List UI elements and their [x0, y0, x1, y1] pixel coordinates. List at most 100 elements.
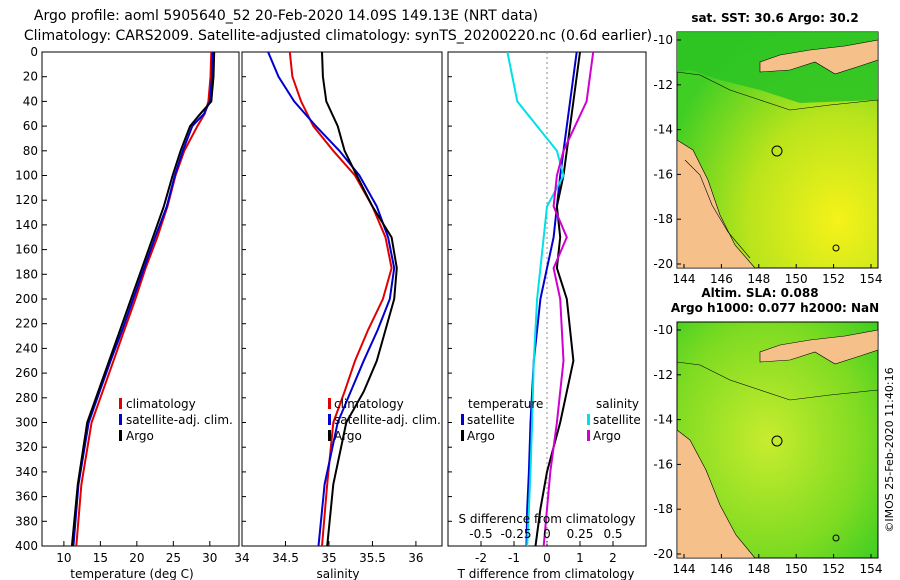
plot-frame-salinity: [241, 51, 443, 547]
y-tick-label: 220: [15, 317, 38, 331]
map-y-tick-label: -10: [653, 323, 673, 337]
legend-s-sat: satellite: [593, 413, 641, 427]
sst-map-land-png: [759, 39, 879, 75]
series-differences-3: [542, 52, 595, 546]
header-line1: Argo profile: aoml 5905640_52 20-Feb-202…: [34, 8, 538, 24]
sla-map-title2: Argo h1000: 0.077 h2000: NaN: [671, 301, 879, 315]
y-tick-label: 280: [15, 391, 38, 405]
map-x-tick-label: 154: [860, 562, 883, 576]
map-y-tick-label: -16: [653, 167, 673, 181]
sst-map-title: sat. SST: 30.6 Argo: 30.2: [691, 11, 858, 25]
map-y-tick-label: -18: [653, 212, 673, 226]
y-tick-label: 20: [23, 70, 38, 84]
top-tick: 0.25: [567, 527, 594, 541]
axis-ticks: 10 15 20 25 30020406080100120140160180200220…: [15, 45, 617, 565]
y-tick-label: 160: [15, 243, 38, 257]
series-differences-2: [506, 52, 565, 546]
y-tick-label: 400: [15, 539, 38, 553]
legend-argo: Argo: [334, 429, 362, 443]
x-tick-label: 10: [56, 551, 71, 565]
x-tick-label: 34: [234, 551, 249, 565]
legend-salinity: salinity: [596, 397, 639, 411]
x-tick-label: 25: [166, 551, 181, 565]
map-x-tick-label: 144: [673, 562, 696, 576]
y-tick-label: 180: [15, 267, 38, 281]
legend-s-argo: Argo: [593, 429, 621, 443]
x-tick-label: 15: [93, 551, 108, 565]
map-y-tick-label: -20: [653, 257, 673, 271]
sla-map-island-marker: [832, 534, 840, 542]
sst-map: sat. SST: 30.6 Argo: 30.2 144 146 148 150 15…: [653, 11, 882, 286]
legend-swatch-sat: [328, 414, 331, 425]
sst-map-land-australia: [676, 139, 756, 269]
y-tick-label: 140: [15, 218, 38, 232]
legend-sat: satellite-adj. clim.: [334, 413, 441, 427]
sst-map-float-marker: [771, 145, 783, 157]
top-tick: -0.25: [500, 527, 531, 541]
plot-frame-temperature: [41, 51, 240, 547]
diff-legend: temperature satellite Argo salinity sate…: [459, 397, 641, 541]
legend-argo: Argo: [126, 429, 154, 443]
x-tick-label: 0: [543, 551, 551, 565]
top-tick: 0.5: [603, 527, 622, 541]
sla-map-land-australia: [676, 429, 756, 559]
y-tick-label: 40: [23, 94, 38, 108]
series-salinity-2: [321, 52, 398, 546]
x-tick-label: 34.5: [272, 551, 299, 565]
y-tick-label: 380: [15, 514, 38, 528]
sla-map: Altim. SLA: 0.088 Argo h1000: 0.077 h200…: [653, 286, 882, 576]
legend-swatch-s-argo: [587, 430, 590, 441]
y-tick-label: 300: [15, 416, 38, 430]
y-tick-label: 320: [15, 440, 38, 454]
map-y-tick-label: -14: [653, 413, 673, 427]
legend-t-argo: Argo: [467, 429, 495, 443]
legend-swatch-t-argo: [461, 430, 464, 441]
legend-temperature: temperature: [468, 397, 543, 411]
map-y-tick-label: -12: [653, 78, 673, 92]
sal-xlabel: salinity: [316, 567, 359, 580]
map-x-tick-label: 150: [785, 272, 808, 286]
sla-map-float-marker: [771, 435, 783, 447]
x-tick-label: 2: [609, 551, 617, 565]
map-y-tick-label: -14: [653, 123, 673, 137]
map-y-tick-label: -20: [653, 547, 673, 561]
sst-map-reef-edge: [684, 159, 751, 259]
watermark: ©IMOS 25-Feb-2020 11:40:16: [883, 367, 896, 532]
temp-legend: climatology satellite-adj. clim. Argo: [119, 397, 233, 443]
series-temperature-1: [72, 52, 214, 546]
x-tick-label: -1: [508, 551, 520, 565]
map-x-tick-label: 146: [710, 272, 733, 286]
y-tick-label: 340: [15, 465, 38, 479]
x-tick-label: 20: [129, 551, 144, 565]
sla-map-isobath: [676, 361, 879, 401]
legend-sat: satellite-adj. clim.: [126, 413, 233, 427]
sla-map-land-png: [759, 329, 879, 365]
x-tick-label: 36: [408, 551, 423, 565]
map-x-tick-label: 148: [747, 562, 770, 576]
y-tick-label: 240: [15, 341, 38, 355]
y-tick-label: 60: [23, 119, 38, 133]
diff-xlabel: T difference from climatology: [457, 567, 635, 580]
y-tick-label: 120: [15, 193, 38, 207]
top-tick: -0.5: [469, 527, 492, 541]
map-y-tick-label: -18: [653, 502, 673, 516]
map-x-tick-label: 144: [673, 272, 696, 286]
series-salinity-1: [267, 52, 396, 546]
map-x-tick-label: 152: [822, 272, 845, 286]
profile-lines: [70, 52, 595, 546]
y-tick-label: 260: [15, 366, 38, 380]
series-differences-1: [534, 52, 581, 546]
top-axis-label: S difference from climatology: [459, 512, 636, 526]
temp-xlabel: temperature (deg C): [70, 567, 193, 580]
y-tick-label: 360: [15, 490, 38, 504]
legend-clim: climatology: [334, 397, 404, 411]
legend-clim: climatology: [126, 397, 196, 411]
sal-legend: climatology satellite-adj. clim. Argo: [328, 397, 441, 443]
map-x-tick-label: 150: [785, 562, 808, 576]
y-tick-label: 100: [15, 169, 38, 183]
legend-swatch-argo: [119, 430, 122, 441]
x-tick-label: 30: [202, 551, 217, 565]
legend-swatch-clim: [119, 398, 122, 409]
y-tick-label: 80: [23, 144, 38, 158]
header-line2: Climatology: CARS2009. Satellite-adjuste…: [24, 28, 652, 44]
